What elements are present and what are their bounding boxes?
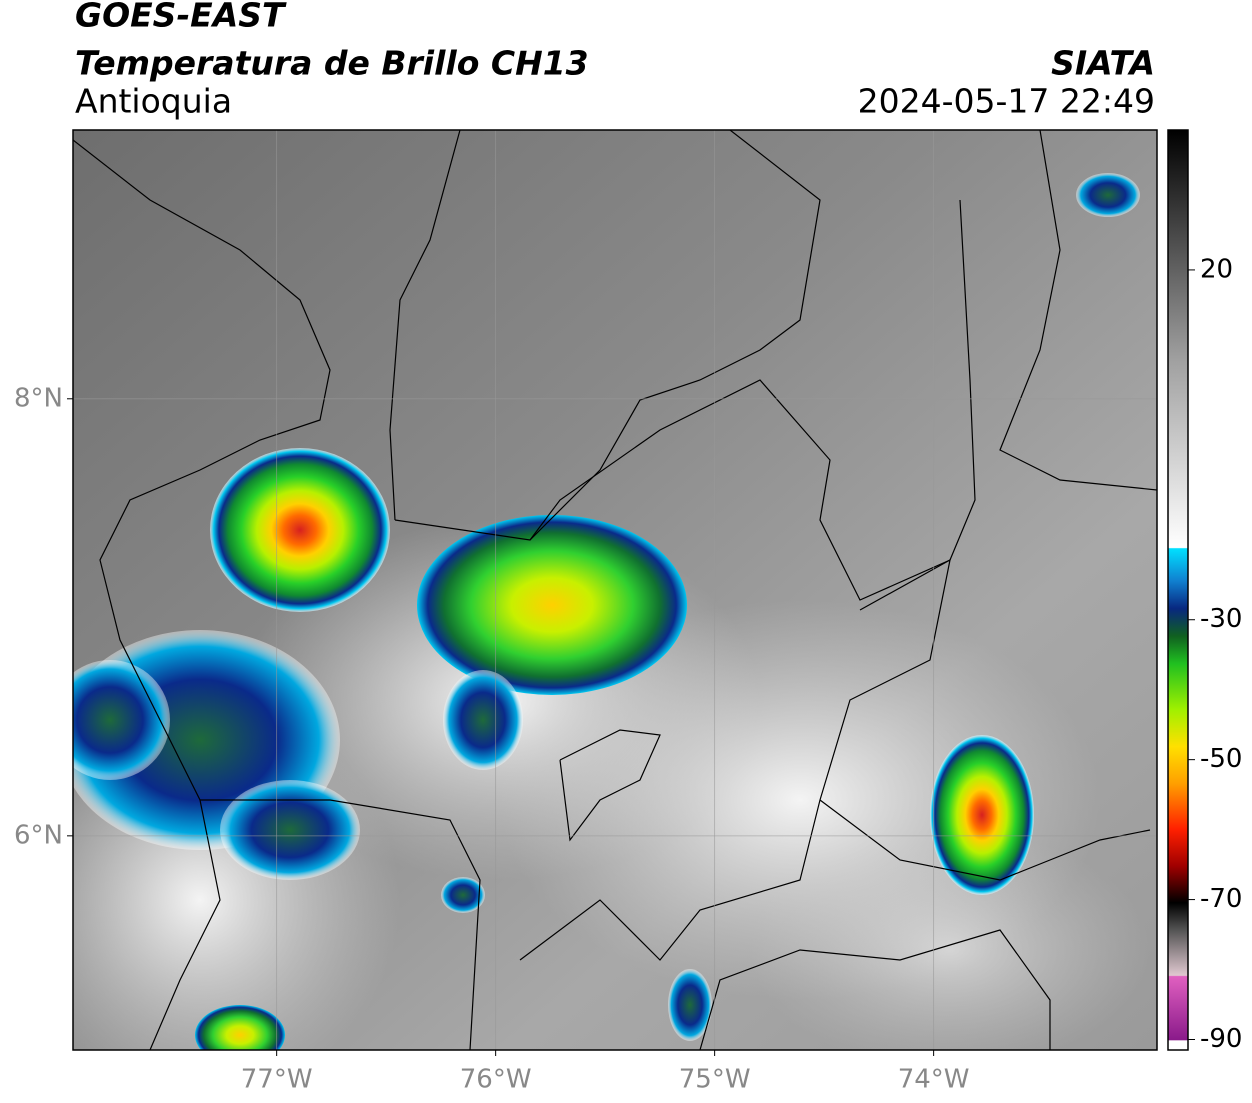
lon-tick-label: 77°W [241, 1065, 313, 1095]
satellite: GOES-EAST [75, 0, 287, 35]
product: Temperatura de Brillo CH13 [75, 44, 589, 83]
colorbar-tick-label: -30 [1200, 604, 1242, 634]
colorbar-tick-label: 20 [1200, 254, 1233, 284]
colorbar-tick-label: -50 [1200, 744, 1242, 774]
lon-tick-label: 74°W [898, 1065, 970, 1095]
lon-tick-label: 75°W [679, 1065, 751, 1095]
map-frame [72, 129, 1158, 1051]
colorbar [1167, 129, 1189, 1051]
datetime: 2024-05-17 22:49 [858, 82, 1155, 121]
colorbar-tick-label: -90 [1200, 1024, 1242, 1054]
region: Antioquia [75, 82, 232, 121]
map-image [73, 130, 1157, 1050]
source: SIATA [1051, 44, 1155, 83]
lat-tick-label: 6°N [14, 820, 63, 850]
lat-tick-label: 8°N [14, 383, 63, 413]
lon-tick-label: 76°W [460, 1065, 532, 1095]
colorbar-tick-label: -70 [1200, 884, 1242, 914]
